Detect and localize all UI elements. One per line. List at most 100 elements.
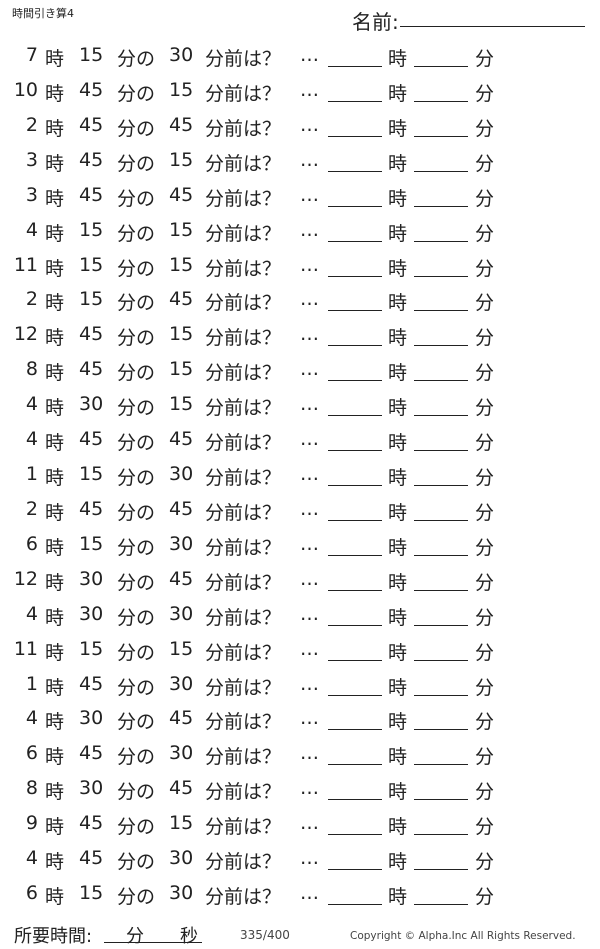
- page-number: 335/400: [240, 928, 290, 942]
- answer-hour-field[interactable]: [328, 450, 382, 452]
- answer-hour-field[interactable]: [328, 485, 382, 487]
- answer-minute-field[interactable]: [414, 380, 468, 382]
- answer-minute-field[interactable]: [414, 764, 468, 766]
- answer-minute-field[interactable]: [414, 310, 468, 312]
- minute-of-label: 分の: [117, 501, 156, 524]
- answer-minute-field[interactable]: [414, 554, 468, 556]
- minutes-before-label: 分前は？: [205, 711, 282, 734]
- minutes-before: 15: [169, 358, 194, 381]
- answer-hour-field[interactable]: [328, 589, 382, 591]
- hour-unit: 時: [45, 501, 65, 524]
- answer-hour-field[interactable]: [328, 764, 382, 766]
- answer-minute-field[interactable]: [414, 904, 468, 906]
- minute-of-label: 分の: [117, 781, 156, 804]
- answer-hour-field[interactable]: [328, 135, 382, 137]
- answer-minute-field[interactable]: [414, 345, 468, 347]
- answer-hour-unit: 時: [388, 82, 408, 105]
- answer-hour-field[interactable]: [328, 729, 382, 731]
- minute-of-label: 分の: [117, 117, 156, 140]
- answer-hour-field[interactable]: [328, 659, 382, 661]
- answer-minute-unit: 分: [475, 292, 495, 315]
- answer-hour-field[interactable]: [328, 66, 382, 67]
- answer-hour-field[interactable]: [328, 345, 382, 347]
- minute-of-label: 分の: [117, 187, 156, 210]
- problem-minute: 45: [79, 812, 104, 835]
- minute-of-label: 分の: [117, 48, 156, 70]
- answer-hour-field[interactable]: [328, 694, 382, 696]
- answer-minute-unit: 分: [475, 362, 495, 385]
- answer-hour-field[interactable]: [328, 415, 382, 417]
- minutes-before-label: 分前は？: [205, 432, 282, 455]
- answer-minute-field[interactable]: [414, 799, 468, 801]
- answer-hour-field[interactable]: [328, 310, 382, 312]
- hour-unit: 時: [45, 152, 65, 175]
- answer-minute-field[interactable]: [414, 66, 468, 67]
- answer-minute-field[interactable]: [414, 100, 468, 102]
- minutes-before-label: 分前は？: [205, 676, 282, 699]
- answer-hour-unit: 時: [388, 48, 408, 70]
- problem-minute: 45: [79, 672, 104, 695]
- ellipsis: …: [300, 78, 319, 101]
- answer-hour-field[interactable]: [328, 799, 382, 801]
- answer-hour-field[interactable]: [328, 170, 382, 172]
- answer-minute-field[interactable]: [414, 834, 468, 836]
- minutes-before: 30: [169, 532, 194, 555]
- answer-minute-field[interactable]: [414, 694, 468, 696]
- answer-minute-field[interactable]: [414, 450, 468, 452]
- minutes-before: 30: [169, 882, 194, 905]
- answer-hour-unit: 時: [388, 152, 408, 175]
- answer-hour-field[interactable]: [328, 275, 382, 277]
- minutes-before-label: 分前は？: [205, 82, 282, 105]
- answer-hour-unit: 時: [388, 327, 408, 350]
- minutes-before: 30: [169, 742, 194, 765]
- problem-row: 4 時 15 分の 15 分前は？… 時分: [0, 219, 600, 253]
- problem-minute: 30: [79, 567, 104, 590]
- answer-minute-field[interactable]: [414, 659, 468, 661]
- problem-minute: 30: [79, 777, 104, 800]
- answer-minute-unit: 分: [475, 816, 495, 839]
- answer-minute-field[interactable]: [414, 275, 468, 277]
- answer-minute-field[interactable]: [414, 415, 468, 417]
- answer-hour-field[interactable]: [328, 240, 382, 242]
- answer-hour-unit: 時: [388, 187, 408, 210]
- answer-hour-field[interactable]: [328, 624, 382, 626]
- problem-row: 3 時 45 分の 45 分前は？… 時分: [0, 184, 600, 218]
- answer-minute-field[interactable]: [414, 869, 468, 871]
- problem-row: 1 時 15 分の 30 分前は？… 時分: [0, 463, 600, 497]
- answer-minute-field[interactable]: [414, 624, 468, 626]
- copyright: Copyright © Alpha.Inc All Rights Reserve…: [350, 930, 576, 942]
- answer-minute-field[interactable]: [414, 485, 468, 487]
- minute-of-label: 分の: [117, 152, 156, 175]
- answer-hour-field[interactable]: [328, 519, 382, 521]
- minutes-before: 45: [169, 288, 194, 311]
- problem-row: 2 時 45 分の 45 分前は？… 時分: [0, 498, 600, 532]
- answer-minute-field[interactable]: [414, 170, 468, 172]
- name-field[interactable]: [400, 26, 585, 27]
- answer-minute-field[interactable]: [414, 240, 468, 242]
- hour-unit: 時: [45, 886, 65, 909]
- answer-minute-field[interactable]: [414, 135, 468, 137]
- answer-minute-unit: 分: [475, 257, 495, 280]
- answer-hour-field[interactable]: [328, 834, 382, 836]
- answer-hour-unit: 時: [388, 432, 408, 455]
- ellipsis: …: [300, 532, 319, 555]
- answer-minute-field[interactable]: [414, 729, 468, 731]
- hour-unit: 時: [45, 746, 65, 769]
- answer-hour-unit: 時: [388, 886, 408, 909]
- problem-hour: 1: [25, 672, 38, 695]
- hour-unit: 時: [45, 641, 65, 664]
- answer-hour-field[interactable]: [328, 380, 382, 382]
- minutes-before: 30: [169, 847, 194, 870]
- time-taken-field[interactable]: [104, 942, 202, 943]
- answer-hour-field[interactable]: [328, 554, 382, 556]
- hour-unit: 時: [45, 257, 65, 280]
- hour-unit: 時: [45, 851, 65, 874]
- answer-hour-field[interactable]: [328, 205, 382, 207]
- answer-hour-field[interactable]: [328, 904, 382, 906]
- answer-hour-field[interactable]: [328, 100, 382, 102]
- answer-minute-field[interactable]: [414, 519, 468, 521]
- minute-of-label: 分の: [117, 432, 156, 455]
- answer-minute-field[interactable]: [414, 589, 468, 591]
- answer-minute-field[interactable]: [414, 205, 468, 207]
- answer-hour-field[interactable]: [328, 869, 382, 871]
